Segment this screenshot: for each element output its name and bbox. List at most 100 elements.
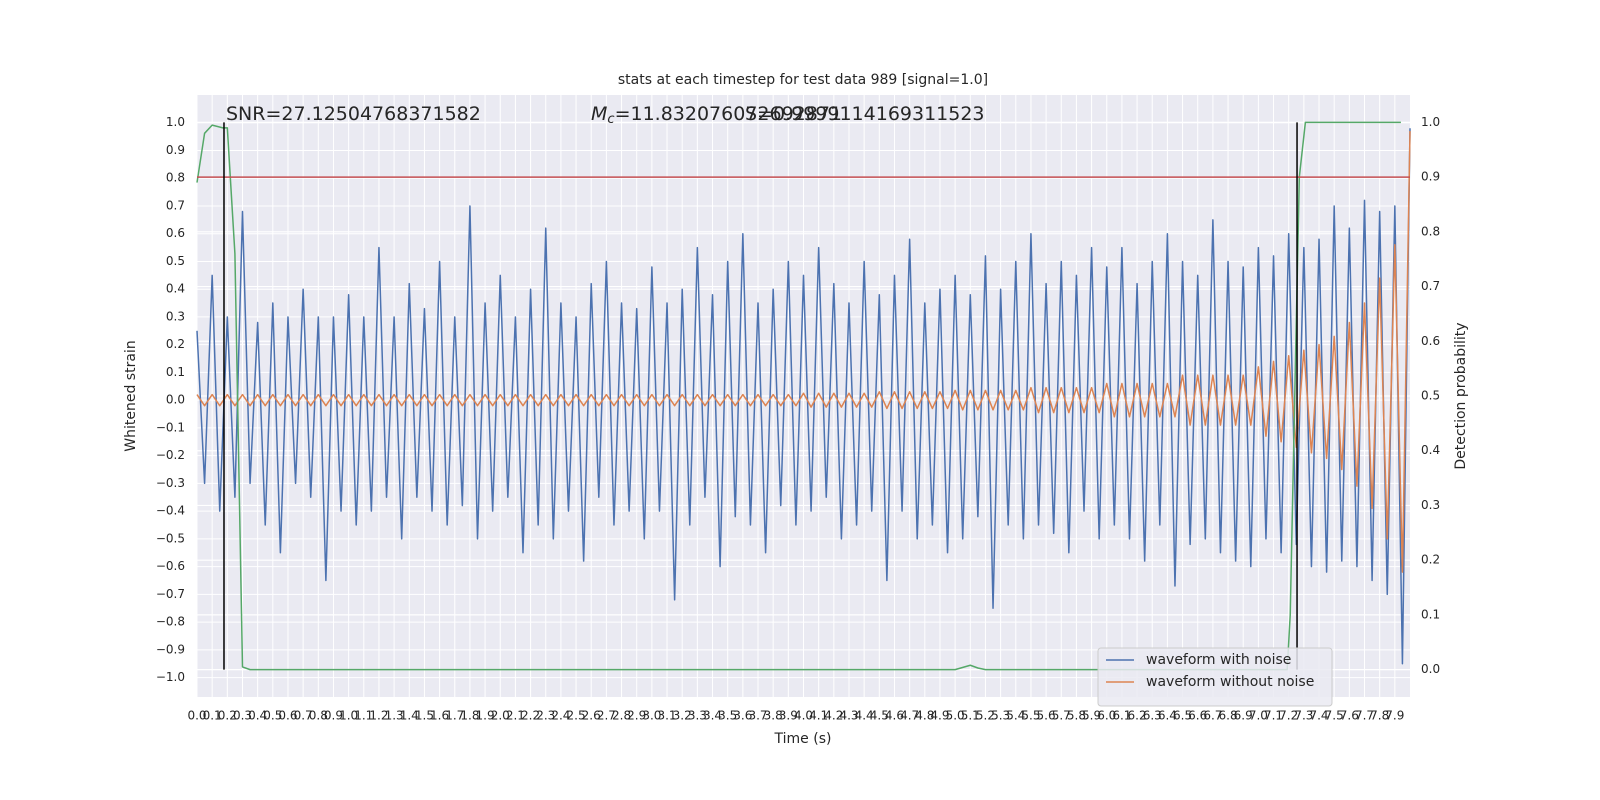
- x-tick-label: 7.2: [1279, 709, 1298, 723]
- x-tick-label: 7.0: [1249, 709, 1268, 723]
- legend-label: waveform without noise: [1146, 674, 1314, 690]
- x-tick-label: 4.1: [809, 709, 828, 723]
- x-tick-label: 7.3: [1294, 709, 1313, 723]
- y-tick-label: −0.9: [156, 642, 185, 656]
- x-tick-label: 4.9: [930, 709, 949, 723]
- x-tick-label: 5.6: [1037, 709, 1056, 723]
- x-tick-label: 2.1: [506, 709, 525, 723]
- x-tick-label: 5.0: [946, 709, 965, 723]
- y-tick-label: −1.0: [156, 670, 185, 684]
- annotation-text: =11.832076072692871: [615, 103, 842, 125]
- x-tick-label: 3.7: [748, 709, 767, 723]
- x-tick-label: 2.4: [551, 709, 570, 723]
- x-tick-label: 4.0: [794, 709, 813, 723]
- x-tick-label: 2.8: [612, 709, 631, 723]
- y-tick-label: −0.7: [156, 587, 185, 601]
- legend: waveform with noise waveform without nois…: [1097, 647, 1333, 707]
- x-tick-label: 0.5: [263, 709, 282, 723]
- annotation: SNR=27.12504768371582: [226, 103, 481, 125]
- x-tick-label: 1.6: [430, 709, 449, 723]
- series-line: [196, 131, 1411, 573]
- y-tick-label: 0.0: [166, 393, 185, 407]
- y-tick-label: −0.1: [156, 420, 185, 434]
- x-tick-label: 0.0: [187, 709, 206, 723]
- x-tick-label: 6.8: [1219, 709, 1238, 723]
- x-tick-label: 5.7: [1052, 709, 1071, 723]
- x-tick-label: 1.4: [400, 709, 419, 723]
- x-tick-label: 6.5: [1173, 709, 1192, 723]
- x-tick-label: 7.5: [1325, 709, 1344, 723]
- y-tick-label: 0.1: [166, 365, 185, 379]
- x-tick-label: 3.2: [673, 709, 692, 723]
- y-tick-label: 0.6: [166, 226, 185, 240]
- y2-tick-label: 0.0: [1421, 662, 1440, 676]
- x-tick-label: 6.6: [1188, 709, 1207, 723]
- x-tick-label: 1.9: [476, 709, 495, 723]
- x-axis-label: Time (s): [774, 731, 832, 747]
- x-tick-label: 5.3: [991, 709, 1010, 723]
- x-tick-label: 6.3: [1143, 709, 1162, 723]
- y-tick-label: −0.4: [156, 504, 185, 518]
- y-tick-label: −0.2: [156, 448, 185, 462]
- x-tick-label: 1.1: [354, 709, 373, 723]
- x-tick-label: 4.8: [915, 709, 934, 723]
- annotation-symbol: M: [591, 103, 607, 125]
- x-tick-label: 1.7: [445, 709, 464, 723]
- annotation: S=0.9999114169311523: [745, 103, 985, 125]
- x-tick-label: 5.4: [1006, 709, 1025, 723]
- y2-tick-label: 0.7: [1421, 279, 1440, 293]
- legend-label: waveform with noise: [1146, 652, 1291, 668]
- x-tick-label: 7.1: [1264, 709, 1283, 723]
- x-tick-label: 0.4: [248, 709, 267, 723]
- x-tick-label: 3.4: [703, 709, 722, 723]
- x-tick-label: 3.3: [688, 709, 707, 723]
- series-line: [196, 128, 1411, 665]
- x-tick-label: 3.6: [733, 709, 752, 723]
- x-tick-label: 0.2: [218, 709, 237, 723]
- x-tick-label: 0.6: [278, 709, 297, 723]
- x-tick-label: 2.9: [627, 709, 646, 723]
- x-tick-label: 2.0: [491, 709, 510, 723]
- y-tick-label: −0.6: [156, 559, 185, 573]
- y-tick-label: 0.4: [166, 282, 185, 296]
- x-tick-label: 3.1: [657, 709, 676, 723]
- y-axis-label: Whitened strain: [123, 340, 139, 451]
- x-tick-label: 5.5: [1021, 709, 1040, 723]
- y2-tick-label: 0.9: [1421, 170, 1440, 184]
- x-tick-label: 6.7: [1203, 709, 1222, 723]
- y-tick-label: −0.8: [156, 615, 185, 629]
- series-line: [196, 121, 1401, 671]
- x-tick-label: 6.1: [1112, 709, 1131, 723]
- y-tick-label: 0.2: [166, 337, 185, 351]
- x-tick-label: 4.2: [824, 709, 843, 723]
- y2-tick-label: 1.0: [1421, 115, 1440, 129]
- x-tick-label: 1.8: [460, 709, 479, 723]
- y2-axis-label: Detection probability: [1453, 322, 1469, 469]
- x-tick-label: 7.6: [1340, 709, 1359, 723]
- x-tick-label: 3.0: [642, 709, 661, 723]
- x-tick-label: 6.0: [1097, 709, 1116, 723]
- x-tick-label: 5.2: [976, 709, 995, 723]
- annotation: Mc=11.832076072692871: [591, 103, 842, 127]
- x-tick-label: 7.4: [1309, 709, 1328, 723]
- x-tick-label: 3.9: [779, 709, 798, 723]
- x-tick-label: 1.2: [369, 709, 388, 723]
- x-tick-label: 4.4: [855, 709, 874, 723]
- x-tick-label: 2.3: [536, 709, 555, 723]
- x-tick-label: 1.0: [339, 709, 358, 723]
- x-tick-label: 2.2: [521, 709, 540, 723]
- x-tick-label: 7.7: [1355, 709, 1374, 723]
- y2-tick-label: 0.5: [1421, 389, 1440, 403]
- y2-tick-label: 0.8: [1421, 224, 1440, 238]
- x-tick-label: 0.7: [294, 709, 313, 723]
- y2-tick-label: 0.6: [1421, 334, 1440, 348]
- y-tick-label: 1.0: [166, 115, 185, 129]
- x-tick-label: 5.8: [1067, 709, 1086, 723]
- x-tick-label: 2.6: [582, 709, 601, 723]
- x-tick-label: 7.8: [1370, 709, 1389, 723]
- legend-box: [1097, 647, 1333, 707]
- y-tick-label: 0.8: [166, 171, 185, 185]
- x-tick-label: 0.9: [324, 709, 343, 723]
- annotation-text: S=0.9999114169311523: [745, 103, 985, 125]
- y-tick-label: 0.5: [166, 254, 185, 268]
